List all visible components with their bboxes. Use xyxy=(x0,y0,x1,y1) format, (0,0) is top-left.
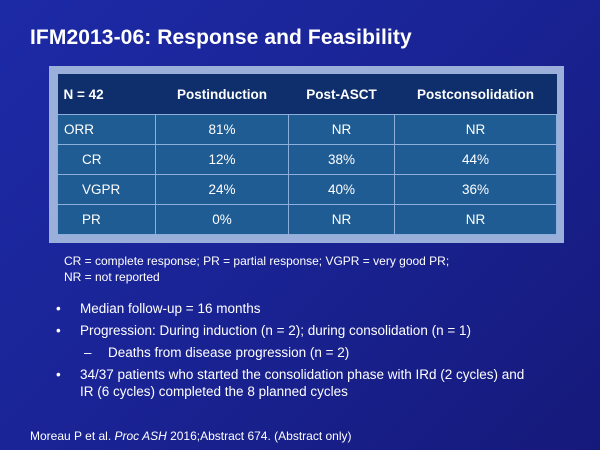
row-label: PR xyxy=(57,204,156,235)
header-n: N = 42 xyxy=(63,86,104,102)
table-row: CR 12% 38% 44% xyxy=(57,144,557,175)
sub-bullet-item: – Deaths from disease progression (n = 2… xyxy=(56,344,586,361)
cell-postconsolidation: 36% xyxy=(394,174,557,205)
cell-postconsolidation: NR xyxy=(394,204,557,235)
dash-icon: – xyxy=(84,345,92,360)
slide-title: IFM2013-06: Response and Feasibility xyxy=(30,26,412,49)
cell-postconsolidation: NR xyxy=(394,114,557,145)
sub-bullet-text: Deaths from disease progression (n = 2) xyxy=(108,345,350,360)
cell-postinduction: 81% xyxy=(155,114,289,145)
table-row: ORR 81% NR NR xyxy=(57,114,557,145)
footnote-line: NR = not reported xyxy=(64,270,160,284)
bullet-icon: • xyxy=(56,301,61,316)
row-label: CR xyxy=(57,144,156,175)
abbreviations-footnote: CR = complete response; PR = partial res… xyxy=(64,253,534,285)
bullet-text: 34/37 patients who started the consolida… xyxy=(80,367,525,382)
cell-post-asct: NR xyxy=(288,204,395,235)
table-header-row: N = 42 Postinduction Post-ASCT Postconso… xyxy=(57,74,557,115)
bullet-list: • Median follow-up = 16 months • Progres… xyxy=(56,300,586,405)
header-postconsolidation: Postconsolidation xyxy=(416,86,534,102)
header-postinduction: Postinduction xyxy=(177,86,267,102)
bullet-icon: • xyxy=(56,323,61,338)
citation-authors: Moreau P et al. xyxy=(30,429,115,443)
header-post-asct: Post-ASCT xyxy=(306,86,377,102)
cell-postinduction: 12% xyxy=(155,144,289,175)
table-row: VGPR 24% 40% 36% xyxy=(57,174,557,205)
cell-post-asct: NR xyxy=(288,114,395,145)
row-label: VGPR xyxy=(57,174,156,205)
bullet-text-continued: IR (6 cycles) completed the 8 planned cy… xyxy=(80,384,348,399)
cell-postconsolidation: 44% xyxy=(394,144,557,175)
row-label: ORR xyxy=(57,114,156,145)
bullet-item: • Progression: During induction (n = 2);… xyxy=(56,322,586,339)
bullet-text: Progression: During induction (n = 2); d… xyxy=(80,323,471,338)
cell-postinduction: 0% xyxy=(155,204,289,235)
citation-rest: 2016;Abstract 674. (Abstract only) xyxy=(166,429,352,443)
bullet-item: • 34/37 patients who started the consoli… xyxy=(56,366,586,400)
citation: Moreau P et al. Proc ASH 2016;Abstract 6… xyxy=(30,429,352,443)
table-row: PR 0% NR NR xyxy=(57,204,557,235)
footnote-line: CR = complete response; PR = partial res… xyxy=(64,254,450,268)
response-table: N = 42 Postinduction Post-ASCT Postconso… xyxy=(57,74,557,235)
bullet-icon: • xyxy=(56,367,61,382)
citation-journal: Proc ASH xyxy=(114,429,167,443)
response-table-frame: N = 42 Postinduction Post-ASCT Postconso… xyxy=(49,66,564,243)
cell-postinduction: 24% xyxy=(155,174,289,205)
bullet-text: Median follow-up = 16 months xyxy=(80,301,261,316)
cell-post-asct: 38% xyxy=(288,144,395,175)
bullet-item: • Median follow-up = 16 months xyxy=(56,300,586,317)
cell-post-asct: 40% xyxy=(288,174,395,205)
